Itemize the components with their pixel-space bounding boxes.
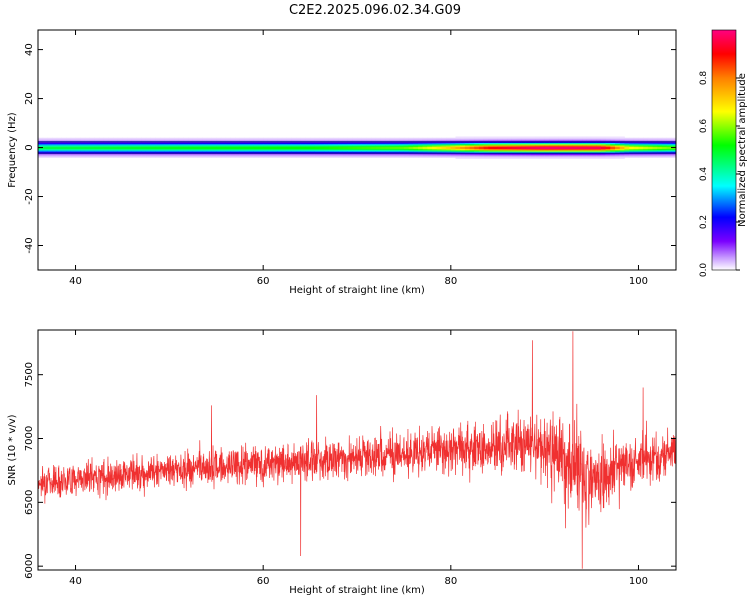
spectrogram-y-ticks: -40 -20 0 20 40 <box>24 43 676 254</box>
colorbar-tick-label: 0.4 <box>699 167 709 182</box>
colorbar: 0.0 0.2 0.4 0.6 0.8 Normalized spectral ampl… <box>699 29 748 278</box>
spectrogram-x-label: Height of straight line (km) <box>289 285 425 296</box>
y-tick-label: 7000 <box>24 426 35 451</box>
spectrogram-x-ticks: 40 60 80 100 <box>69 30 648 287</box>
spectrogram-y-label: Frequency (Hz) <box>7 112 18 188</box>
y-tick-label: 6000 <box>24 553 35 578</box>
y-tick-label: -40 <box>24 237 35 253</box>
x-tick-label: 80 <box>444 576 457 587</box>
snr-x-ticks: 40 60 80 100 <box>69 330 648 587</box>
colorbar-ticks: 0.0 0.2 0.4 0.6 0.8 <box>699 71 740 278</box>
colorbar-tick-label: 0.6 <box>699 119 709 134</box>
colorbar-tick-label: 0.8 <box>699 71 709 86</box>
y-tick-label: 6500 <box>24 490 35 515</box>
x-tick-label: 100 <box>629 276 648 287</box>
colorbar-tick-label: 0.0 <box>699 263 709 278</box>
x-tick-label: 60 <box>257 576 270 587</box>
y-tick-label: 20 <box>24 92 35 105</box>
spectrogram-frame <box>37 29 677 271</box>
x-tick-label: 40 <box>69 276 82 287</box>
y-tick-label: -20 <box>24 188 35 204</box>
snr-y-label: SNR (10 * v/v) <box>7 414 18 485</box>
heatmap-band <box>38 136 676 159</box>
y-tick-label: 0 <box>24 144 35 150</box>
x-tick-label: 100 <box>629 576 648 587</box>
figure-title: C2E2.2025.096.02.34.G09 <box>288 3 462 18</box>
x-tick-label: 40 <box>69 576 82 587</box>
spectrogram-panel: 40 60 80 100 -40 -20 0 20 40 Height of straight… <box>7 29 677 296</box>
colorbar-gradient <box>712 30 736 270</box>
x-tick-label: 80 <box>444 276 457 287</box>
snr-panel: 40 60 80 100 6000 6500 7000 7500 Height of str… <box>7 329 677 596</box>
colorbar-frame <box>711 29 737 271</box>
colorbar-label: Normalized spectral amplitude <box>737 73 748 227</box>
x-tick-label: 60 <box>257 276 270 287</box>
snr-y-ticks: 6000 6500 7000 7500 <box>24 362 676 579</box>
colorbar-tick-label: 0.2 <box>699 215 709 229</box>
y-tick-label: 40 <box>24 43 35 56</box>
snr-x-label: Height of straight line (km) <box>289 585 425 596</box>
y-tick-label: 7500 <box>24 362 35 387</box>
snr-series-line <box>38 331 676 569</box>
snr-frame <box>37 329 677 571</box>
